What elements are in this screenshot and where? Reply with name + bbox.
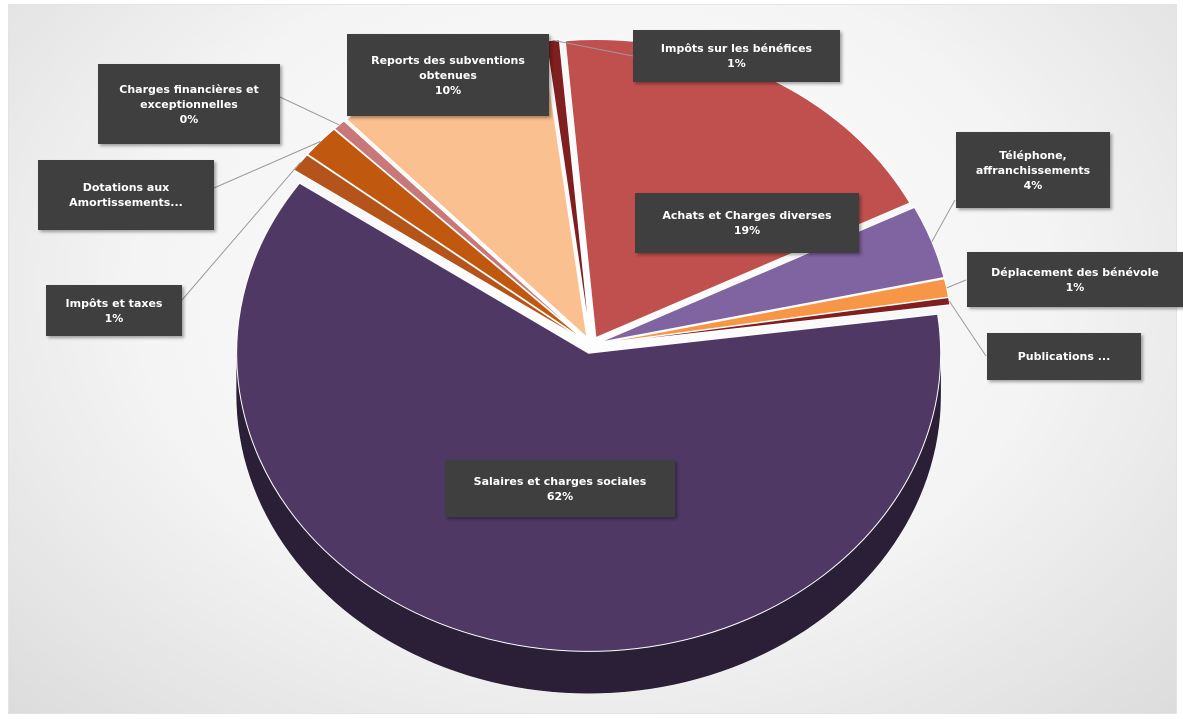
pie-tops bbox=[236, 39, 951, 652]
callout-deplacement-label: Déplacement des bénévole bbox=[991, 265, 1159, 279]
callout-publications-label: Publications ... bbox=[1017, 350, 1111, 363]
callout-charges-financieres-label: Charges financières et exceptionnelles bbox=[119, 82, 259, 111]
callout-charges-financieres-pct: 0% bbox=[179, 112, 199, 126]
callout-impots-taxes-pct: 1% bbox=[104, 311, 124, 325]
callout-charges-financieres: Charges financières et exceptionnelles 0… bbox=[98, 64, 280, 144]
leader-line-5 bbox=[181, 161, 301, 301]
callout-dotations-label: Dotations aux Amortissements... bbox=[69, 181, 183, 209]
leader-line-7 bbox=[279, 96, 340, 126]
callout-achats: Achats et Charges diverses 19% bbox=[635, 193, 859, 253]
leader-line-6 bbox=[213, 141, 321, 189]
callout-reports-subventions-pct: 10% bbox=[434, 83, 462, 97]
callout-telephone-pct: 4% bbox=[1023, 178, 1043, 192]
leader-line-1 bbox=[931, 199, 956, 242]
callout-impots-taxes: Impôts et taxes 1% bbox=[46, 285, 182, 336]
callout-achats-label: Achats et Charges diverses bbox=[662, 209, 832, 222]
callout-reports-subventions: Reports des subventions obtenues 10% bbox=[347, 34, 549, 116]
callout-deplacement-pct: 1% bbox=[1065, 280, 1085, 294]
callout-deplacement: Déplacement des bénévole 1% bbox=[967, 252, 1183, 307]
callout-impots-benefices-label: Impôts sur les bénéfices bbox=[660, 42, 813, 55]
callout-salaires-label: Salaires et charges sociales bbox=[473, 474, 647, 488]
pie-slice-4 bbox=[236, 182, 942, 652]
callout-salaires-pct: 62% bbox=[546, 489, 574, 503]
callout-impots-benefices-pct: 1% bbox=[727, 57, 746, 70]
callout-reports-subventions-label: Reports des subventions obtenues bbox=[371, 53, 525, 82]
leader-line-3 bbox=[948, 300, 987, 357]
callout-publications: Publications ... bbox=[987, 333, 1141, 380]
callout-achats-pct: 19% bbox=[733, 224, 761, 237]
callout-salaires: Salaires et charges sociales 62% bbox=[445, 460, 675, 517]
callout-impots-taxes-label: Impôts et taxes bbox=[65, 296, 163, 310]
callout-telephone-label: Téléphone, affranchissements bbox=[975, 148, 1091, 177]
callout-impots-benefices: Impôts sur les bénéfices 1% bbox=[633, 30, 840, 82]
leader-line-9 bbox=[552, 39, 634, 57]
callout-dotations: Dotations aux Amortissements... bbox=[38, 160, 214, 230]
leader-line-2 bbox=[946, 279, 967, 289]
callout-telephone: Téléphone, affranchissements 4% bbox=[956, 132, 1110, 208]
leader-lines bbox=[181, 39, 987, 357]
